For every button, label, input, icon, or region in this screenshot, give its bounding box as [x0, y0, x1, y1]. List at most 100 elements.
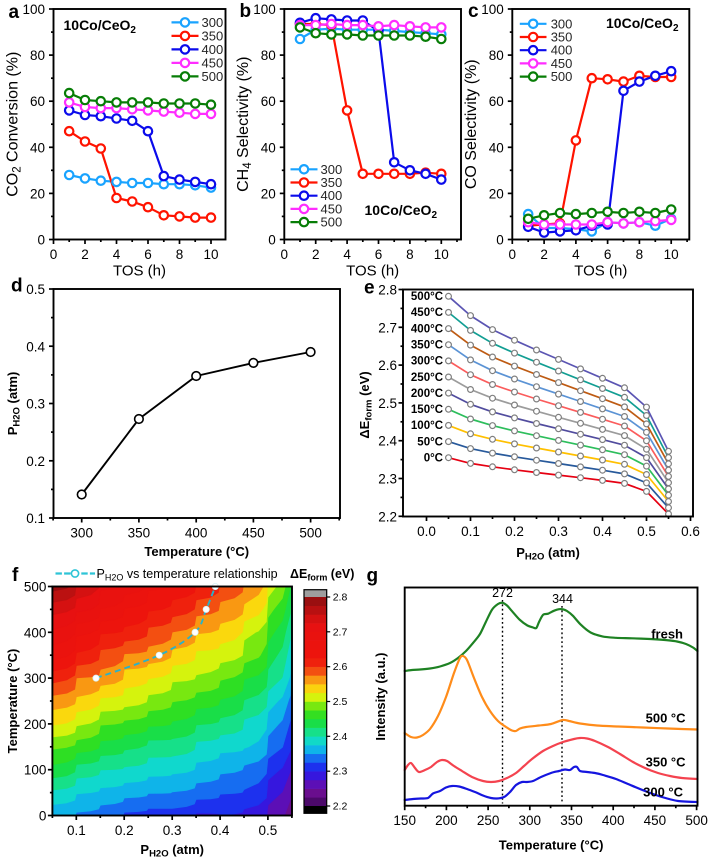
svg-text:0.2: 0.2	[26, 454, 45, 469]
svg-text:2.7: 2.7	[333, 626, 348, 638]
svg-text:40: 40	[489, 140, 504, 155]
svg-text:250: 250	[477, 813, 500, 828]
svg-text:10: 10	[203, 247, 218, 262]
svg-text:80: 80	[261, 48, 276, 63]
svg-text:50°C: 50°C	[417, 436, 443, 448]
svg-text:80: 80	[30, 48, 45, 63]
svg-text:f: f	[12, 565, 19, 586]
svg-text:300: 300	[24, 671, 47, 686]
svg-text:100: 100	[253, 2, 276, 17]
svg-text:500: 500	[299, 526, 322, 541]
svg-text:60: 60	[489, 94, 504, 109]
svg-text:350: 350	[202, 28, 224, 43]
svg-text:2.8: 2.8	[378, 283, 397, 298]
svg-text:500: 500	[202, 69, 224, 84]
svg-text:2.5: 2.5	[378, 396, 397, 411]
svg-text:0.1: 0.1	[67, 823, 86, 838]
svg-text:10: 10	[664, 247, 679, 262]
svg-text:400: 400	[202, 42, 224, 57]
svg-text:350°C: 350°C	[411, 340, 443, 352]
svg-text:2.3: 2.3	[378, 472, 397, 487]
svg-text:CO2 Conversion (%): CO2 Conversion (%)	[5, 52, 24, 197]
svg-text:8: 8	[406, 247, 414, 262]
svg-text:0.1: 0.1	[26, 511, 45, 526]
svg-text:0: 0	[496, 233, 504, 248]
svg-text:60: 60	[30, 94, 45, 109]
svg-text:100: 100	[24, 763, 47, 778]
svg-text:0.2: 0.2	[505, 524, 524, 539]
svg-text:400: 400	[321, 188, 343, 203]
svg-text:400: 400	[551, 43, 573, 58]
svg-text:500°C: 500°C	[411, 291, 443, 303]
svg-text:0.0: 0.0	[417, 524, 436, 539]
svg-text:TOS (h): TOS (h)	[346, 263, 399, 280]
svg-text:500: 500	[24, 580, 47, 595]
svg-text:2.2: 2.2	[333, 801, 348, 813]
svg-text:2.2: 2.2	[378, 509, 397, 524]
svg-text:0: 0	[509, 247, 517, 262]
svg-text:2: 2	[312, 247, 320, 262]
svg-text:4: 4	[343, 247, 351, 262]
svg-text:200: 200	[435, 813, 458, 828]
svg-text:4: 4	[572, 247, 580, 262]
svg-text:10Co/CeO2: 10Co/CeO2	[365, 202, 438, 221]
svg-text:2.4: 2.4	[333, 731, 348, 743]
svg-text:2.8: 2.8	[333, 592, 348, 604]
svg-text:20: 20	[261, 186, 276, 201]
svg-text:0.3: 0.3	[549, 524, 568, 539]
svg-text:Temperature (°C): Temperature (°C)	[144, 544, 249, 559]
svg-text:g: g	[367, 566, 379, 587]
svg-text:272: 272	[492, 586, 513, 600]
svg-text:TOS (h): TOS (h)	[574, 263, 627, 280]
svg-text:20: 20	[30, 186, 45, 201]
svg-text:2.7: 2.7	[378, 320, 397, 335]
svg-text:300: 300	[551, 16, 573, 31]
svg-text:ΔEform (eV): ΔEform (eV)	[357, 371, 375, 438]
svg-text:500: 500	[685, 813, 708, 828]
svg-text:0.5: 0.5	[637, 524, 656, 539]
svg-text:b: b	[240, 1, 252, 22]
svg-text:450: 450	[321, 201, 343, 216]
svg-text:e: e	[364, 278, 375, 299]
svg-text:0.6: 0.6	[681, 524, 700, 539]
svg-text:PH2O vs temperature relationsh: PH2O vs temperature relationship	[97, 567, 278, 583]
svg-text:fresh: fresh	[651, 627, 683, 642]
svg-text:350: 350	[551, 30, 573, 45]
svg-text:400: 400	[185, 526, 208, 541]
svg-text:Temperature (°C): Temperature (°C)	[5, 649, 20, 754]
svg-text:100: 100	[22, 2, 45, 17]
svg-text:20: 20	[489, 186, 504, 201]
svg-text:300 °C: 300 °C	[643, 784, 684, 799]
svg-text:4: 4	[113, 247, 121, 262]
svg-text:0: 0	[50, 247, 58, 262]
svg-text:0.4: 0.4	[211, 823, 230, 838]
svg-text:8: 8	[176, 247, 184, 262]
svg-text:0°C: 0°C	[424, 453, 443, 465]
svg-text:d: d	[11, 276, 23, 297]
svg-text:200: 200	[24, 717, 47, 732]
svg-text:450: 450	[202, 55, 224, 70]
svg-text:350: 350	[128, 526, 151, 541]
svg-text:0.5: 0.5	[259, 823, 278, 838]
svg-text:0.3: 0.3	[163, 823, 182, 838]
svg-text:500: 500	[551, 69, 573, 84]
svg-text:0: 0	[37, 233, 45, 248]
svg-text:40: 40	[261, 140, 276, 155]
svg-text:TOS (h): TOS (h)	[113, 263, 166, 280]
svg-text:0.4: 0.4	[26, 339, 45, 354]
svg-text:2: 2	[540, 247, 548, 262]
svg-text:200°C: 200°C	[411, 388, 443, 400]
svg-text:150: 150	[393, 813, 416, 828]
svg-text:0.4: 0.4	[593, 524, 612, 539]
svg-text:450: 450	[551, 56, 573, 71]
svg-text:400°C: 400°C	[411, 323, 443, 335]
svg-text:0.1: 0.1	[461, 524, 480, 539]
svg-text:300: 300	[321, 162, 343, 177]
svg-text:400: 400	[24, 625, 47, 640]
svg-text:100°C: 100°C	[411, 420, 443, 432]
svg-text:0: 0	[281, 247, 289, 262]
svg-text:Intensity (a.u.): Intensity (a.u.)	[373, 653, 388, 741]
svg-text:500 °C: 500 °C	[646, 711, 687, 726]
svg-text:450: 450	[242, 526, 265, 541]
svg-text:300: 300	[70, 526, 93, 541]
